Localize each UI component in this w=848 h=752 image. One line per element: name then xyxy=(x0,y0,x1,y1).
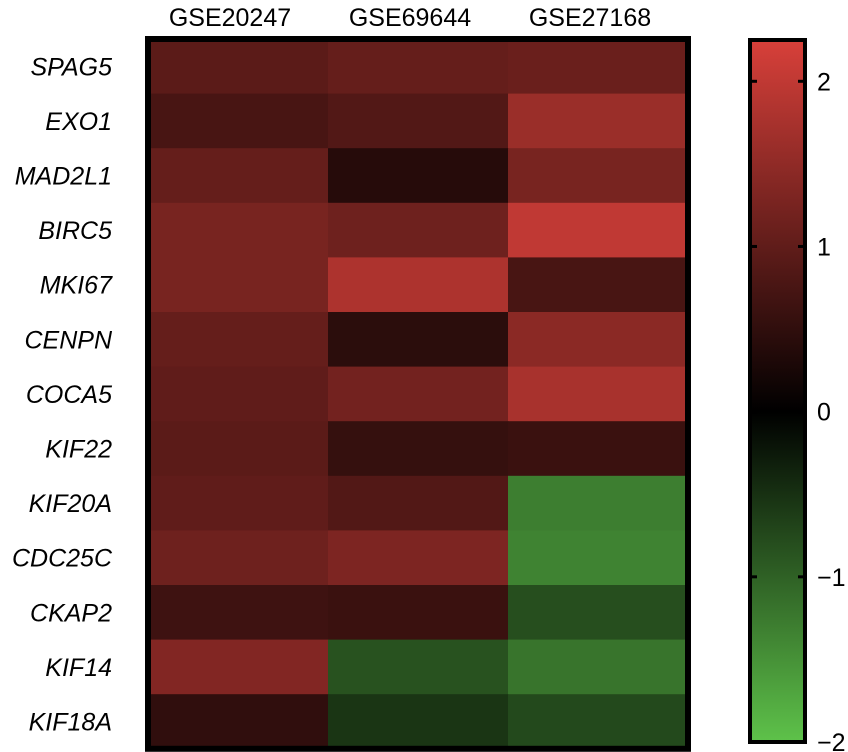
heatmap-cell xyxy=(148,39,329,95)
row-label: KIF20A xyxy=(29,490,112,518)
heatmap-cell xyxy=(328,694,509,750)
row-label: KIF22 xyxy=(45,436,112,464)
heatmap-cells xyxy=(148,39,689,750)
row-labels: SPAG5 EXO1 MAD2L1 BIRC5 MKI67 CENPN COCA5 KIF22… xyxy=(12,53,113,736)
heatmap-cell xyxy=(328,639,509,695)
column-label: GSE20247 xyxy=(169,4,291,32)
heatmap-cell xyxy=(148,475,329,531)
heatmap-cell xyxy=(508,39,689,95)
heatmap-cell xyxy=(328,585,509,641)
heatmap-cell xyxy=(508,475,689,531)
row-label: KIF14 xyxy=(45,654,112,682)
colorbar-tick-label: −2 xyxy=(817,729,846,752)
column-label: GSE69644 xyxy=(349,4,471,32)
heatmap-cell xyxy=(508,639,689,695)
heatmap-cell xyxy=(148,148,329,204)
heatmap-cell xyxy=(508,148,689,204)
heatmap-cell xyxy=(148,694,329,750)
row-label: CENPN xyxy=(24,326,112,354)
heatmap-cell xyxy=(148,639,329,695)
heatmap-cell xyxy=(508,93,689,149)
heatmap-cell xyxy=(328,475,509,531)
colorbar-tick-label: 0 xyxy=(817,399,831,427)
row-label: CDC25C xyxy=(12,545,113,573)
row-label: EXO1 xyxy=(45,108,112,136)
heatmap-cell xyxy=(508,530,689,586)
colorbar-frame xyxy=(748,38,807,744)
colorbar-tick-label: 2 xyxy=(817,68,831,96)
column-labels: GSE20247 GSE69644 GSE27168 xyxy=(169,4,651,32)
row-label: MAD2L1 xyxy=(15,163,112,191)
heatmap-cell xyxy=(148,312,329,368)
heatmap-cell xyxy=(148,585,329,641)
heatmap-cell xyxy=(508,694,689,750)
colorbar: 2 1 0 −1 −2 xyxy=(748,38,846,752)
heatmap-cell xyxy=(328,312,509,368)
heatmap-cell xyxy=(328,257,509,313)
row-label: CKAP2 xyxy=(30,599,112,627)
heatmap-cell xyxy=(328,93,509,149)
heatmap-cell xyxy=(508,421,689,477)
colorbar-tick-label: 1 xyxy=(817,233,831,261)
heatmap-cell xyxy=(148,530,329,586)
heatmap-cell xyxy=(328,366,509,422)
heatmap-cell xyxy=(148,257,329,313)
column-label: GSE27168 xyxy=(529,4,651,32)
heatmap-cell xyxy=(328,421,509,477)
row-label: MKI67 xyxy=(40,272,113,300)
heatmap-cell xyxy=(508,312,689,368)
heatmap-cell xyxy=(508,366,689,422)
colorbar-gradient xyxy=(750,40,805,742)
heatmap-cell xyxy=(328,530,509,586)
heatmap-cell xyxy=(148,366,329,422)
heatmap-cell xyxy=(148,421,329,477)
heatmap-cell xyxy=(328,148,509,204)
heatmap-cell xyxy=(148,93,329,149)
heatmap-cell xyxy=(148,202,329,258)
row-label: SPAG5 xyxy=(30,53,112,81)
colorbar-tick-label: −1 xyxy=(817,564,846,592)
heatmap-cell xyxy=(508,585,689,641)
heatmap-cell xyxy=(328,202,509,258)
heatmap-frame xyxy=(145,36,691,752)
row-label: KIF18A xyxy=(29,709,112,737)
heatmap-cell xyxy=(508,257,689,313)
heatmap-cell xyxy=(328,39,509,95)
row-label: BIRC5 xyxy=(38,217,112,245)
row-label: COCA5 xyxy=(26,381,112,409)
heatmap-cell xyxy=(508,202,689,258)
